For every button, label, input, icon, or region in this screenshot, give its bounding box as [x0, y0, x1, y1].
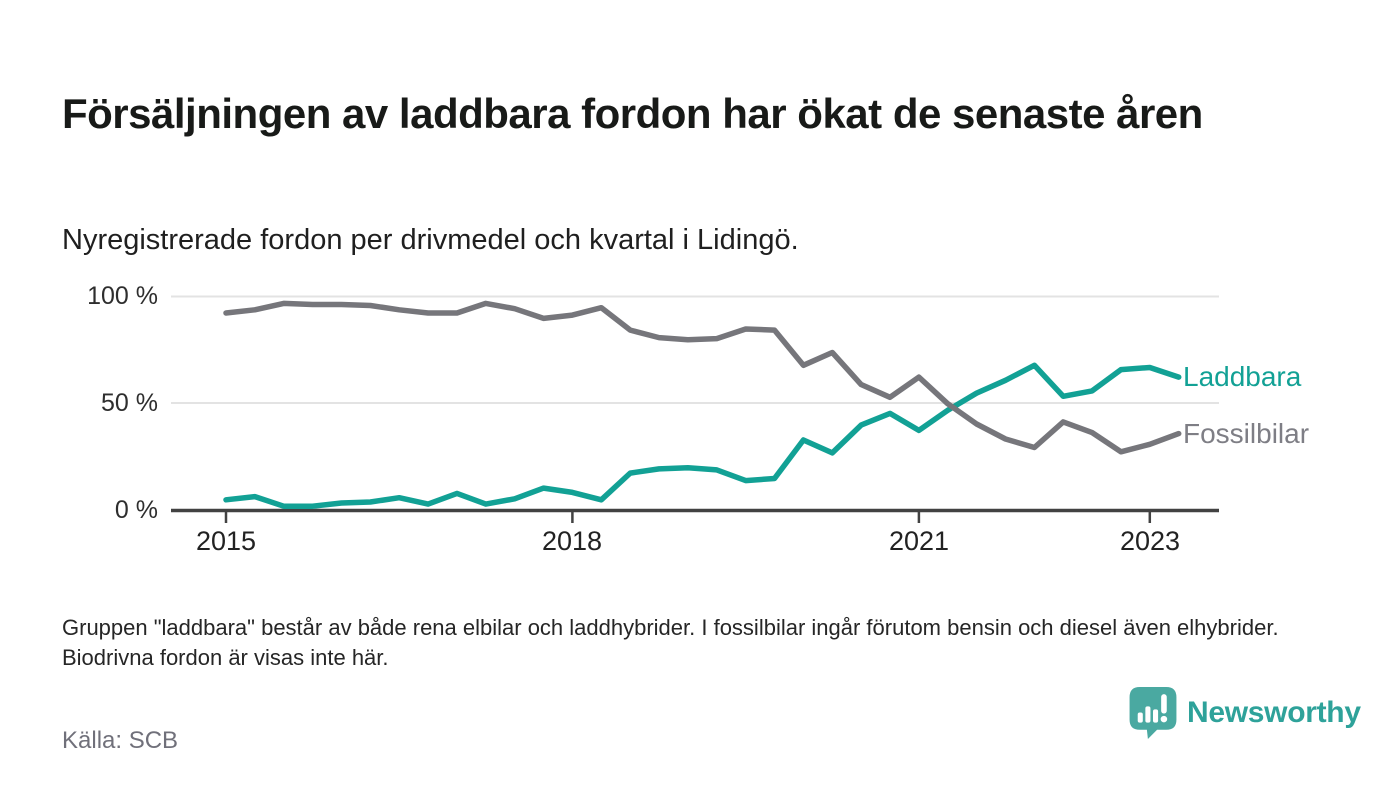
page-subtitle: Nyregistrerade fordon per drivmedel och …: [62, 224, 799, 256]
legend-fossilbilar: Fossilbilar: [1183, 418, 1310, 449]
exclamation-bar: [1161, 694, 1167, 714]
bar-3: [1153, 709, 1159, 723]
y-axis-label-50: 50 %: [101, 389, 158, 417]
bar-2: [1145, 706, 1151, 723]
x-axis-label-2023: 2023: [1119, 526, 1181, 556]
line-chart: 100 % 50 % 0 % 2015 2018 2021 2023 Laddb…: [0, 270, 1400, 570]
x-axis-label-2018: 2018: [541, 526, 603, 556]
brand-name: Newsworthy: [1187, 696, 1361, 729]
newsworthy-logo[interactable]: Newsworthy: [1128, 686, 1361, 740]
chart-footnote: Gruppen "laddbara" består av både rena e…: [62, 615, 1279, 670]
y-axis-label-0: 0 %: [114, 496, 158, 524]
page-title: Försäljningen av laddbara fordon har öka…: [62, 90, 1203, 138]
chart-plot-area: [171, 295, 1219, 523]
series-line-fossilbilar: [223, 300, 1182, 455]
source-text: Källa: SCB: [62, 727, 179, 754]
bar-1: [1137, 712, 1143, 723]
newsworthy-badge-icon: [1129, 687, 1177, 739]
exclamation-dot: [1160, 715, 1168, 723]
legend-laddbara: Laddbara: [1183, 361, 1302, 392]
x-axis-label-2015: 2015: [195, 526, 257, 556]
x-axis-label-2021: 2021: [888, 526, 950, 556]
series-line-laddbara: [223, 362, 1182, 509]
y-axis-label-100: 100 %: [87, 282, 158, 310]
